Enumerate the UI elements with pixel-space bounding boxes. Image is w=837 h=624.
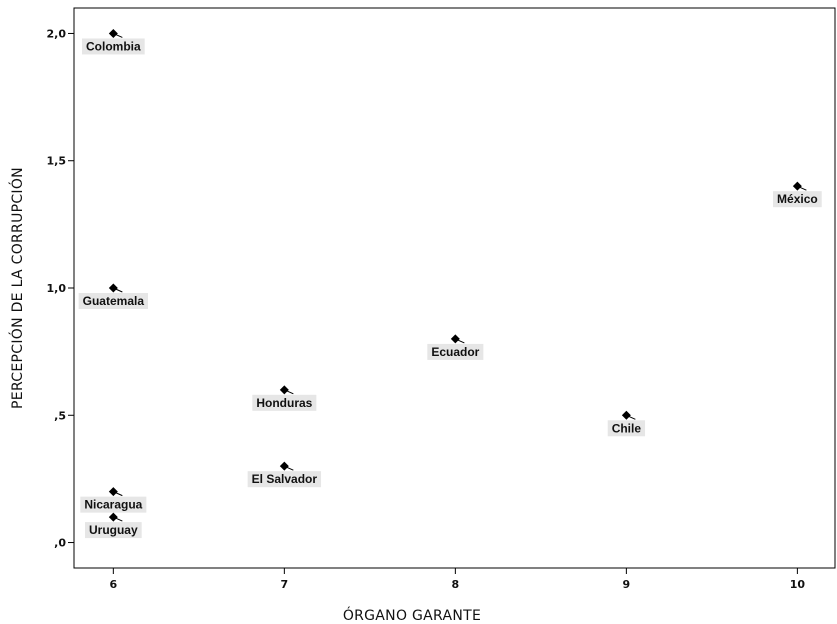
point-group: Nicaragua (80, 487, 147, 513)
point-label: Nicaragua (84, 498, 142, 512)
x-tick-label: 10 (790, 578, 806, 591)
point-label: Colombia (86, 39, 141, 53)
point-label: El Salvador (252, 472, 318, 486)
point-marker (279, 385, 289, 395)
point-label-bg (81, 38, 145, 55)
point-group: Guatemala (78, 283, 149, 309)
data-points: Colombia Guatemala Nicaragua Uruguay Hondura… (78, 28, 822, 539)
point-marker (108, 487, 118, 497)
point-marker (792, 181, 802, 191)
point-marker (108, 512, 118, 522)
point-label: Ecuador (431, 345, 479, 359)
x-tick-label: 6 (110, 578, 118, 591)
point-label-bg (80, 496, 147, 513)
y-tick-label: 1,5 (47, 155, 67, 168)
plot-frame (73, 7, 836, 569)
point-label-bg (78, 293, 149, 309)
point-label-bg (607, 420, 646, 437)
point-label: Guatemala (83, 294, 145, 308)
point-group: Honduras (252, 385, 317, 411)
point-label: Honduras (256, 396, 312, 410)
y-axis: ,0 ,5 1,0 1,5 2,0 (47, 27, 74, 550)
point-label-bg (247, 471, 322, 488)
point-marker (450, 334, 460, 344)
x-tick-label: 7 (281, 578, 289, 591)
point-group: Ecuador (427, 334, 484, 360)
point-marker (279, 461, 289, 471)
point-marker (108, 283, 118, 293)
point-label-bg (773, 191, 822, 208)
y-tick-label: 2,0 (47, 27, 67, 40)
y-tick-label: 1,0 (47, 282, 67, 295)
x-axis-title: ÓRGANO GARANTE (343, 606, 481, 624)
point-group: Uruguay (84, 512, 142, 539)
y-axis-title: PERCEPCIÓN DE LA CORRUPCIÓN (8, 167, 26, 409)
point-label-bg (84, 522, 142, 539)
point-marker (621, 410, 631, 420)
point-group: México (773, 181, 822, 208)
x-tick-label: 8 (452, 578, 460, 591)
point-label: Uruguay (89, 523, 138, 537)
y-tick-label: ,0 (54, 537, 66, 550)
x-axis: 6 7 8 9 10 (110, 568, 806, 591)
point-label-bg (427, 343, 484, 360)
point-label-bg (252, 394, 317, 411)
point-label: Chile (612, 421, 642, 435)
point-label: México (777, 192, 818, 206)
x-tick-label: 9 (623, 578, 631, 591)
point-group: El Salvador (247, 461, 322, 488)
point-group: Colombia (81, 28, 145, 55)
y-tick-label: ,5 (54, 409, 66, 422)
point-group: Chile (607, 410, 646, 437)
point-marker (108, 28, 118, 38)
